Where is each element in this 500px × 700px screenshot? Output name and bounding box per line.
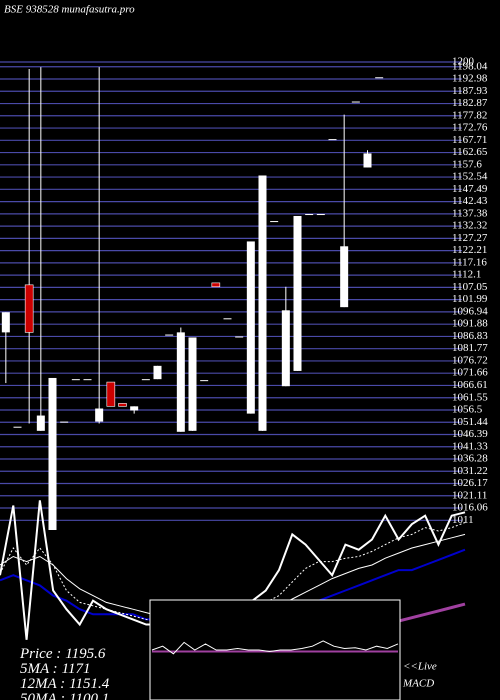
legend-label: 12MA : [20, 676, 65, 692]
y-tick-label: 1198.04 [452, 60, 488, 72]
y-tick-label: 1112.1 [452, 269, 481, 281]
candle-body [375, 77, 384, 79]
y-tick-label: 1107.05 [452, 281, 488, 293]
y-tick-label: 1177.82 [452, 109, 487, 121]
candle-body [71, 379, 80, 381]
annotation: <<Live [403, 661, 437, 673]
legend-value: 1151.4 [69, 676, 110, 692]
candle-body [118, 403, 127, 407]
candle-body [153, 365, 162, 380]
legend-entry: 5MA :1171 [20, 661, 91, 677]
candle-body [13, 426, 22, 428]
legend-label: Price : [19, 646, 61, 662]
legend-value: 1195.6 [65, 646, 106, 662]
y-tick-label: 1046.39 [452, 428, 488, 440]
candle-body [316, 214, 325, 216]
candle-body [1, 312, 10, 333]
y-tick-label: 1182.87 [452, 97, 488, 109]
y-tick-label: 1162.65 [452, 146, 488, 158]
candle-body [293, 215, 302, 371]
y-tick-label: 1071.66 [452, 367, 488, 379]
y-tick-label: 1056.5 [452, 404, 483, 416]
candle-body [83, 379, 92, 381]
legend-entry: Price :1195.6 [19, 646, 106, 662]
candle-body [246, 241, 255, 414]
y-tick-label: 1036.28 [452, 453, 488, 465]
candle-body [130, 406, 139, 411]
candle-body [223, 318, 232, 320]
candle-body [340, 246, 349, 308]
candle-body [328, 139, 337, 141]
legend-entry: 12MA :1151.4 [20, 676, 110, 692]
macd-panel [149, 599, 401, 700]
y-tick-label: 1011 [452, 514, 474, 526]
candle-body [200, 380, 209, 382]
legend-value: 1171 [62, 661, 91, 677]
y-tick-label: 1127.27 [452, 232, 488, 244]
legend-value: 1100.1 [69, 691, 109, 700]
y-tick-label: 1172.76 [452, 122, 488, 134]
legend-label: 5MA : [20, 661, 58, 677]
y-tick-label: 1016.06 [452, 502, 488, 514]
y-tick-label: 1167.71 [452, 134, 487, 146]
y-tick-label: 1021.11 [452, 489, 487, 501]
y-tick-label: 1122.21 [452, 244, 487, 256]
y-tick-label: 1076.72 [452, 354, 488, 366]
y-tick-label: 1031.22 [452, 465, 488, 477]
y-tick-label: 1117.16 [452, 256, 487, 268]
candle-body [188, 337, 197, 431]
y-tick-label: 1086.83 [452, 330, 488, 342]
y-tick-label: 1187.93 [452, 85, 488, 97]
y-tick-label: 1041.33 [452, 440, 488, 452]
y-tick-label: 1192.98 [452, 73, 488, 85]
y-tick-label: 1142.43 [452, 195, 488, 207]
candle-body [165, 334, 174, 336]
series-line [151, 640, 399, 655]
y-tick-label: 1096.94 [452, 305, 488, 317]
candle-body [235, 336, 244, 338]
chart-title: BSE 938528 munafasutra.pro [4, 4, 135, 16]
panel-title: MACD [402, 678, 434, 690]
candle-body [95, 408, 104, 422]
candle-body [270, 221, 279, 223]
candle-body [363, 153, 372, 168]
candle-body [36, 415, 45, 431]
candle-body [24, 284, 34, 333]
y-tick-label: 1200 [452, 56, 475, 68]
y-tick-label: 1051.44 [452, 416, 488, 428]
y-tick-label: 1101.99 [452, 293, 488, 305]
candle-body [106, 381, 116, 407]
candle-body [351, 101, 360, 103]
y-tick-label: 1066.61 [452, 379, 488, 391]
candle-body [48, 377, 57, 530]
candle-body [60, 421, 69, 423]
candle-body [176, 332, 185, 432]
y-tick-label: 1132.32 [452, 220, 487, 232]
y-tick-label: 1147.49 [452, 183, 488, 195]
candle-body [141, 379, 150, 381]
candle-body [211, 282, 221, 288]
y-tick-label: 1081.77 [452, 342, 488, 354]
candle-body [258, 175, 267, 431]
legend-label: 50MA : [20, 691, 65, 700]
y-tick-label: 1152.54 [452, 171, 488, 183]
y-tick-label: 1061.55 [452, 391, 488, 403]
y-tick-label: 1137.38 [452, 207, 488, 219]
legend-entry: 50MA : 1100.1 [20, 691, 109, 700]
y-tick-label: 1091.88 [452, 318, 488, 330]
y-tick-label: 1157.6 [452, 158, 482, 170]
candle-body [281, 310, 290, 387]
candle-body [305, 214, 314, 216]
y-tick-label: 1026.17 [452, 477, 488, 489]
